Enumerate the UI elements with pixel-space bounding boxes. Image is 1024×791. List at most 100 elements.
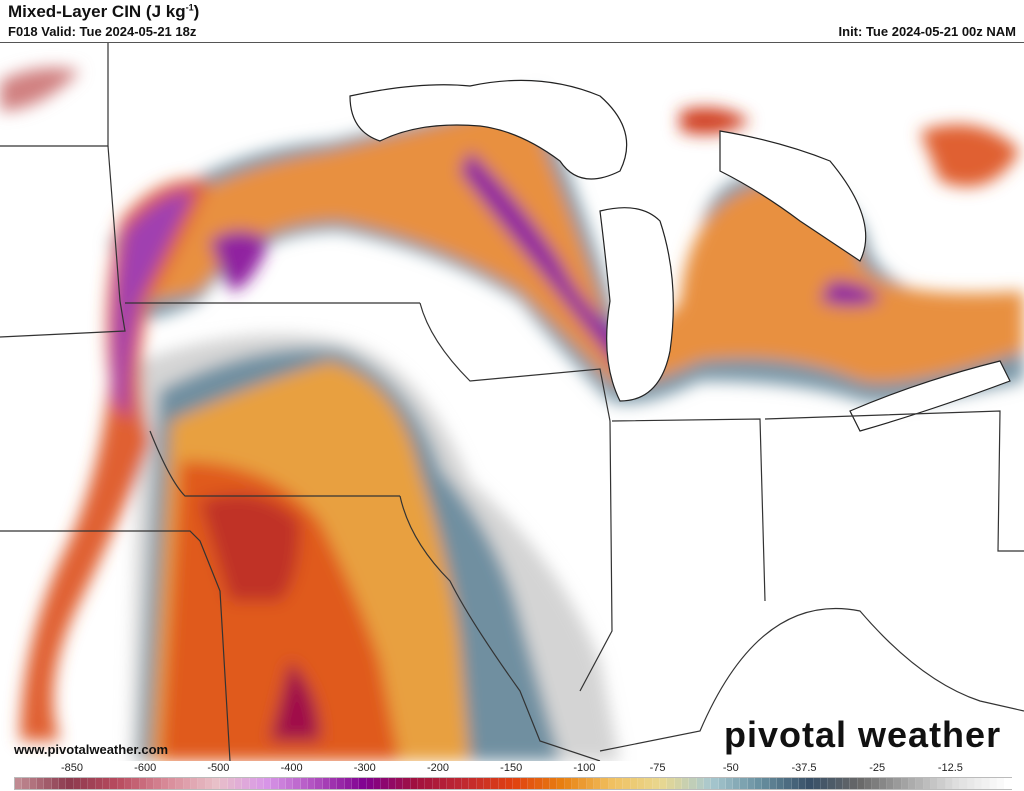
colorbar-cell: [931, 778, 939, 789]
colorbar-cell: [95, 778, 103, 789]
colorbar-cell: [718, 778, 726, 789]
colorbar-label: -200: [426, 762, 450, 774]
colorbar-label: -150: [500, 762, 523, 774]
colorbar-cell: [484, 778, 492, 789]
lake-michigan: [599, 207, 674, 402]
colorbar-cell: [579, 778, 587, 789]
colorbar-cell: [73, 778, 81, 789]
colorbar-cell: [923, 778, 932, 789]
colorbar-cell: [953, 778, 961, 789]
colorbar-label: -600: [134, 762, 157, 774]
colorbar-cell: [887, 778, 895, 789]
colorbar-label: -500: [207, 762, 230, 774]
colorbar-label: -50: [722, 762, 739, 774]
colorbar-cell: [359, 778, 367, 789]
colorbar-label: -400: [280, 762, 303, 774]
colorbar-cell: [982, 778, 990, 789]
colorbar-cell: [960, 778, 968, 789]
colorbar-cell: [176, 778, 184, 789]
colorbar-cell: [80, 778, 89, 789]
colorbar-cell: [747, 778, 756, 789]
colorbar-cell: [615, 778, 624, 789]
colorbar-cell: [58, 778, 67, 789]
colorbar-cell: [535, 778, 543, 789]
colorbar-cell: [242, 778, 250, 789]
colorbar-cell: [469, 778, 477, 789]
colorbar-cell: [696, 778, 704, 789]
colorbar-cell: [689, 778, 697, 789]
colorbar-cell: [271, 778, 279, 789]
colorbar-cell: [440, 778, 448, 789]
lakes: [349, 79, 1011, 432]
colorbar-cell: [381, 778, 389, 789]
colorbar-cell: [879, 778, 888, 789]
colorbar-cell: [146, 778, 155, 789]
colorbar-cell: [190, 778, 199, 789]
colorbar-cell: [967, 778, 975, 789]
colorbar-label: -75: [649, 762, 666, 774]
colorbar-cell: [425, 778, 433, 789]
colorbar-cell: [183, 778, 191, 789]
colorbar-cell: [835, 778, 844, 789]
colorbar-cell: [293, 778, 301, 789]
colorbar-cell: [403, 778, 411, 789]
colorbar-cell: [513, 778, 521, 789]
colorbar-cell: [806, 778, 814, 789]
colorbar-cell: [755, 778, 763, 789]
colorbar-cell: [227, 778, 235, 789]
colorbar-cell: [198, 778, 206, 789]
lake-erie: [849, 360, 1011, 432]
colorbar-cell: [857, 778, 866, 789]
colorbar-cell: [571, 778, 580, 789]
colorbar-cell: [491, 778, 499, 789]
colorbar-cell: [601, 778, 609, 789]
colorbar-cell: [733, 778, 741, 789]
colorbar-cell: [564, 778, 572, 789]
colorbar-cell: [711, 778, 719, 789]
colorbar-cell: [681, 778, 690, 789]
colorbar-cell: [454, 778, 463, 789]
colorbar-cell: [418, 778, 426, 789]
colorbar-cell: [843, 778, 851, 789]
colorbar-cell: [249, 778, 257, 789]
colorbar-cell: [264, 778, 272, 789]
colorbar-label: -300: [353, 762, 376, 774]
colorbar-cell: [117, 778, 125, 789]
colorbar-cell: [762, 778, 770, 789]
cin-shading: [0, 67, 1024, 761]
colorbar-cell: [989, 778, 997, 789]
colorbar-cell: [542, 778, 550, 789]
colorbar-cell: [557, 778, 565, 789]
watermark-url: www.pivotalweather.com: [14, 742, 169, 757]
colorbar-cell: [15, 778, 23, 789]
colorbar-cell: [1004, 778, 1012, 789]
colorbar-label: -850: [60, 762, 84, 774]
colorbar-cell: [740, 778, 748, 789]
colorbar-cell: [909, 778, 917, 789]
colorbar-cell: [462, 778, 470, 789]
colorbar-cell: [139, 778, 147, 789]
colorbar-cell: [220, 778, 228, 789]
colorbar-cell: [124, 778, 133, 789]
colorbar-label: -25: [869, 762, 886, 774]
colorbar-label: -100: [573, 762, 596, 774]
colorbar-cell: [396, 778, 404, 789]
colorbar-cell: [784, 778, 792, 789]
colorbar-cell: [916, 778, 924, 789]
map-title: Mixed-Layer CIN (J kg-1): [8, 2, 200, 21]
colorbar-cell: [337, 778, 345, 789]
colorbar-cell: [894, 778, 902, 789]
colorbar-cell: [110, 778, 118, 789]
colorbar-cell: [366, 778, 375, 789]
colorbar-cell: [315, 778, 323, 789]
colorbar-cell: [102, 778, 111, 789]
colorbar-cell: [608, 778, 616, 789]
colorbar-cell: [88, 778, 96, 789]
colorbar-cell: [520, 778, 528, 789]
colorbar-cell: [447, 778, 455, 789]
colorbar-cell: [44, 778, 52, 789]
valid-time: F018 Valid: Tue 2024-05-21 18z: [8, 24, 197, 39]
colorbar-cell: [505, 778, 514, 789]
colorbar-cell: [645, 778, 653, 789]
colorbar-cell: [865, 778, 873, 789]
